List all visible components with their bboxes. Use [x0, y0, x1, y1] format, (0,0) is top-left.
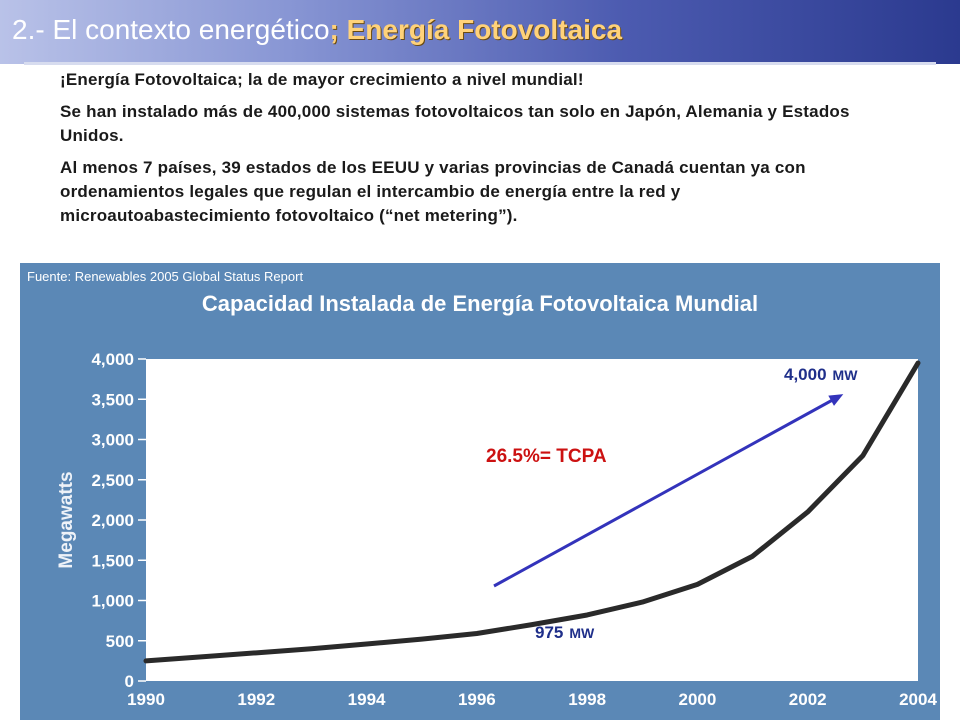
- start-value-annotation: 975 MW: [535, 623, 595, 642]
- slide-header: [0, 0, 960, 64]
- y-axis-label: Megawatts: [56, 471, 77, 568]
- chart-source: Fuente: Renewables 2005 Global Status Re…: [27, 269, 304, 284]
- x-tick-label: 2004: [899, 690, 937, 709]
- y-tick-label: 3,500: [91, 390, 134, 409]
- chart-panel: Fuente: Renewables 2005 Global Status Re…: [20, 263, 940, 720]
- y-tick-label: 500: [106, 632, 134, 651]
- x-tick-label: 1994: [348, 690, 386, 709]
- end-value-annotation: 4,000 MW: [784, 365, 858, 384]
- slide-title-accent: ; Energía Fotovoltaica: [329, 14, 623, 45]
- bullet-growth: ¡Energía Fotovoltaica; la de mayor creci…: [60, 70, 584, 89]
- y-tick-label: 1,000: [91, 592, 134, 611]
- growth-arrowhead: [828, 394, 844, 406]
- y-tick-label: 0: [125, 672, 134, 691]
- y-tick-label: 2,000: [91, 511, 134, 530]
- x-tick-label: 1998: [568, 690, 606, 709]
- x-tick-label: 1996: [458, 690, 496, 709]
- x-tick-label: 1990: [127, 690, 165, 709]
- end-unit: MW: [833, 367, 859, 383]
- bullet-net-metering: Al menos 7 países, 39 estados de los EEU…: [60, 158, 806, 225]
- series-line: [143, 360, 921, 664]
- x-tick-label: 1992: [237, 690, 275, 709]
- y-axis-ticks: 0 500 1,000 1,500 2,000 2,500 3,000 3,500 4,000: [91, 350, 146, 691]
- y-tick-label: 4,000: [91, 350, 134, 369]
- x-tick-label: 2002: [789, 690, 827, 709]
- series-group: [143, 360, 921, 664]
- start-value: 975: [535, 623, 563, 642]
- slide-title: 2.- El contexto energético; Energía Foto…: [12, 14, 622, 46]
- slide-title-main: 2.- El contexto energético: [12, 14, 330, 45]
- header-divider: [24, 62, 936, 65]
- bullet-installed-systems: Se han instalado más de 400,000 sistemas…: [60, 102, 850, 145]
- x-tick-label: 2000: [679, 690, 717, 709]
- growth-arrow: [493, 395, 839, 588]
- start-unit: MW: [569, 625, 595, 641]
- y-tick-label: 3,000: [91, 431, 134, 450]
- pv-capacity-chart: Megawatts 0 500 1,000 1,500 2,000 2,500 3,000 3…: [56, 350, 937, 709]
- x-axis-ticks: 1990 1992 1994 1996 1998 2000 2002 2004: [127, 690, 937, 709]
- cagr-label: 26.5%= TCPA: [486, 446, 607, 467]
- y-tick-label: 2,500: [91, 471, 134, 490]
- chart-title: Capacidad Instalada de Energía Fotovolta…: [201, 291, 759, 316]
- plot-area: [146, 359, 918, 681]
- bullet-list: ¡Energía Fotovoltaica; la de mayor creci…: [60, 68, 860, 236]
- y-tick-label: 1,500: [91, 551, 134, 570]
- end-value: 4,000: [784, 365, 827, 384]
